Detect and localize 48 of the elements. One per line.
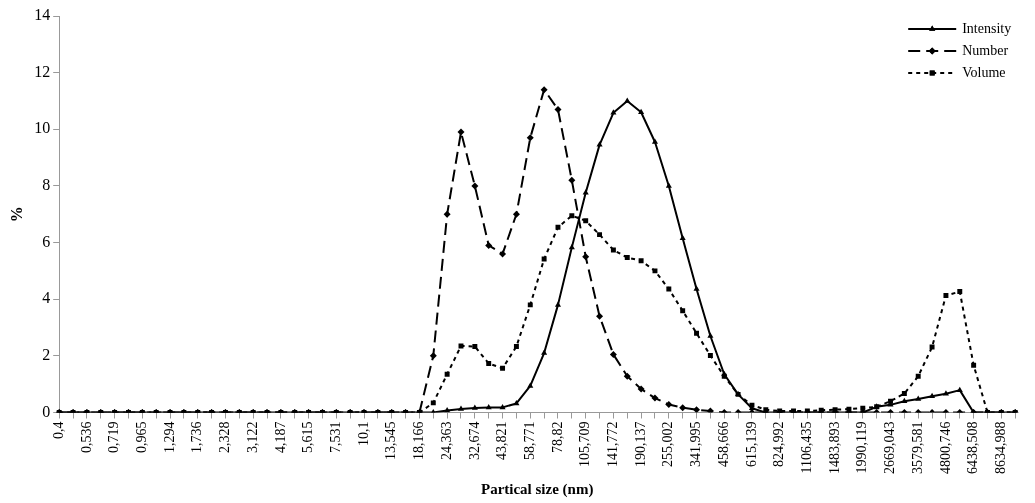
x-tick-label: 105,709 [577,421,593,467]
y-tick-label: 10 [34,119,51,137]
x-tick-label: 2,328 [217,421,233,453]
x-tick-label: 18,166 [411,421,427,460]
x-tick-label: 4800,746 [937,421,953,474]
y-tick-label: 12 [34,62,51,80]
x-tick-label: 6438,508 [965,421,981,474]
x-axis-title: Partical size (nm) [480,480,594,498]
x-tick-label: 141,772 [605,421,621,467]
x-tick-label: 1106,435 [799,421,815,474]
x-tick-label: 1,294 [161,421,177,453]
x-tick-label: 341,995 [688,421,704,467]
x-tick-label: 0,719 [106,421,122,453]
y-tick-label: 14 [34,6,51,24]
x-tick-label: 190,137 [632,421,648,467]
x-tick-label: 1483,893 [826,421,842,474]
x-tick-label: 3579,581 [909,421,925,474]
x-tick-label: 255,002 [660,421,676,467]
y-tick-label: 6 [42,232,51,250]
legend-label: Intensity [962,20,1012,36]
x-tick-label: 13,545 [383,421,399,460]
x-tick-label: 43,821 [494,421,510,460]
legend-label: Number [962,42,1009,58]
y-tick-label: 8 [42,176,51,194]
y-tick-label: 4 [42,289,51,307]
x-tick-label: 2669,043 [882,421,898,474]
x-tick-label: 0,4 [50,421,66,439]
x-tick-label: 0,965 [134,421,149,453]
x-tick-label: 32,674 [466,421,482,460]
y-tick-label: 2 [42,346,51,364]
x-tick-label: 4,187 [272,421,288,453]
y-tick-label: 0 [42,402,51,420]
x-tick-label: 8634,988 [993,421,1009,474]
x-tick-label: 1990,119 [854,421,870,474]
x-tick-label: 824,992 [771,421,787,467]
x-tick-label: 24,363 [438,421,454,460]
x-tick-label: 78,82 [549,421,565,453]
x-tick-label: 5,615 [300,421,316,453]
y-axis-title: % [7,206,25,223]
x-tick-label: 0,536 [78,421,94,453]
x-tick-label: 10,1 [355,421,371,446]
x-tick-label: 58,771 [521,421,537,460]
x-tick-label: 3,122 [244,421,260,453]
x-tick-label: 7,531 [327,421,343,453]
x-tick-label: 615,139 [743,421,759,467]
x-tick-label: 458,666 [715,421,731,467]
x-tick-label: 1,736 [189,421,205,453]
legend-label: Volume [962,64,1006,80]
